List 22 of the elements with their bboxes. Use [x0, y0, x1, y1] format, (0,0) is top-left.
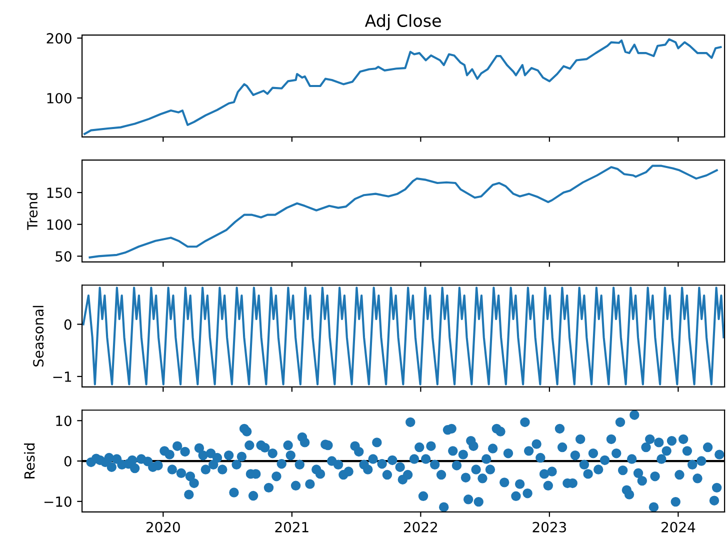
y-tick-label: 150: [47, 188, 72, 198]
line-series: [82, 286, 725, 386]
line-series: [88, 164, 718, 258]
x-tick-label: 2020: [146, 522, 180, 532]
x-tick-label: 2023: [532, 522, 566, 532]
y-axis-title: Seasonal: [32, 306, 44, 366]
y-axis-title: Resid: [24, 444, 35, 478]
y-tick-label: −10: [44, 496, 72, 507]
y-axis-title: Trend: [26, 193, 38, 230]
y-tick-label: 200: [46, 33, 72, 44]
x-tick-label: 2022: [404, 522, 437, 532]
y-tick-label: 0: [64, 319, 72, 330]
y-tick-label: 10: [56, 416, 72, 426]
y-tick-label: 0: [64, 456, 72, 466]
line-series: [84, 38, 722, 135]
x-tick-label: 2024: [662, 522, 696, 532]
y-tick-label: 50: [56, 251, 72, 262]
y-tick-label: 100: [47, 92, 72, 104]
x-tick-label: 2021: [275, 522, 308, 532]
y-tick-label: −1: [53, 372, 72, 382]
y-tick-label: 100: [47, 219, 72, 230]
chart-title: Adj Close: [364, 14, 441, 30]
